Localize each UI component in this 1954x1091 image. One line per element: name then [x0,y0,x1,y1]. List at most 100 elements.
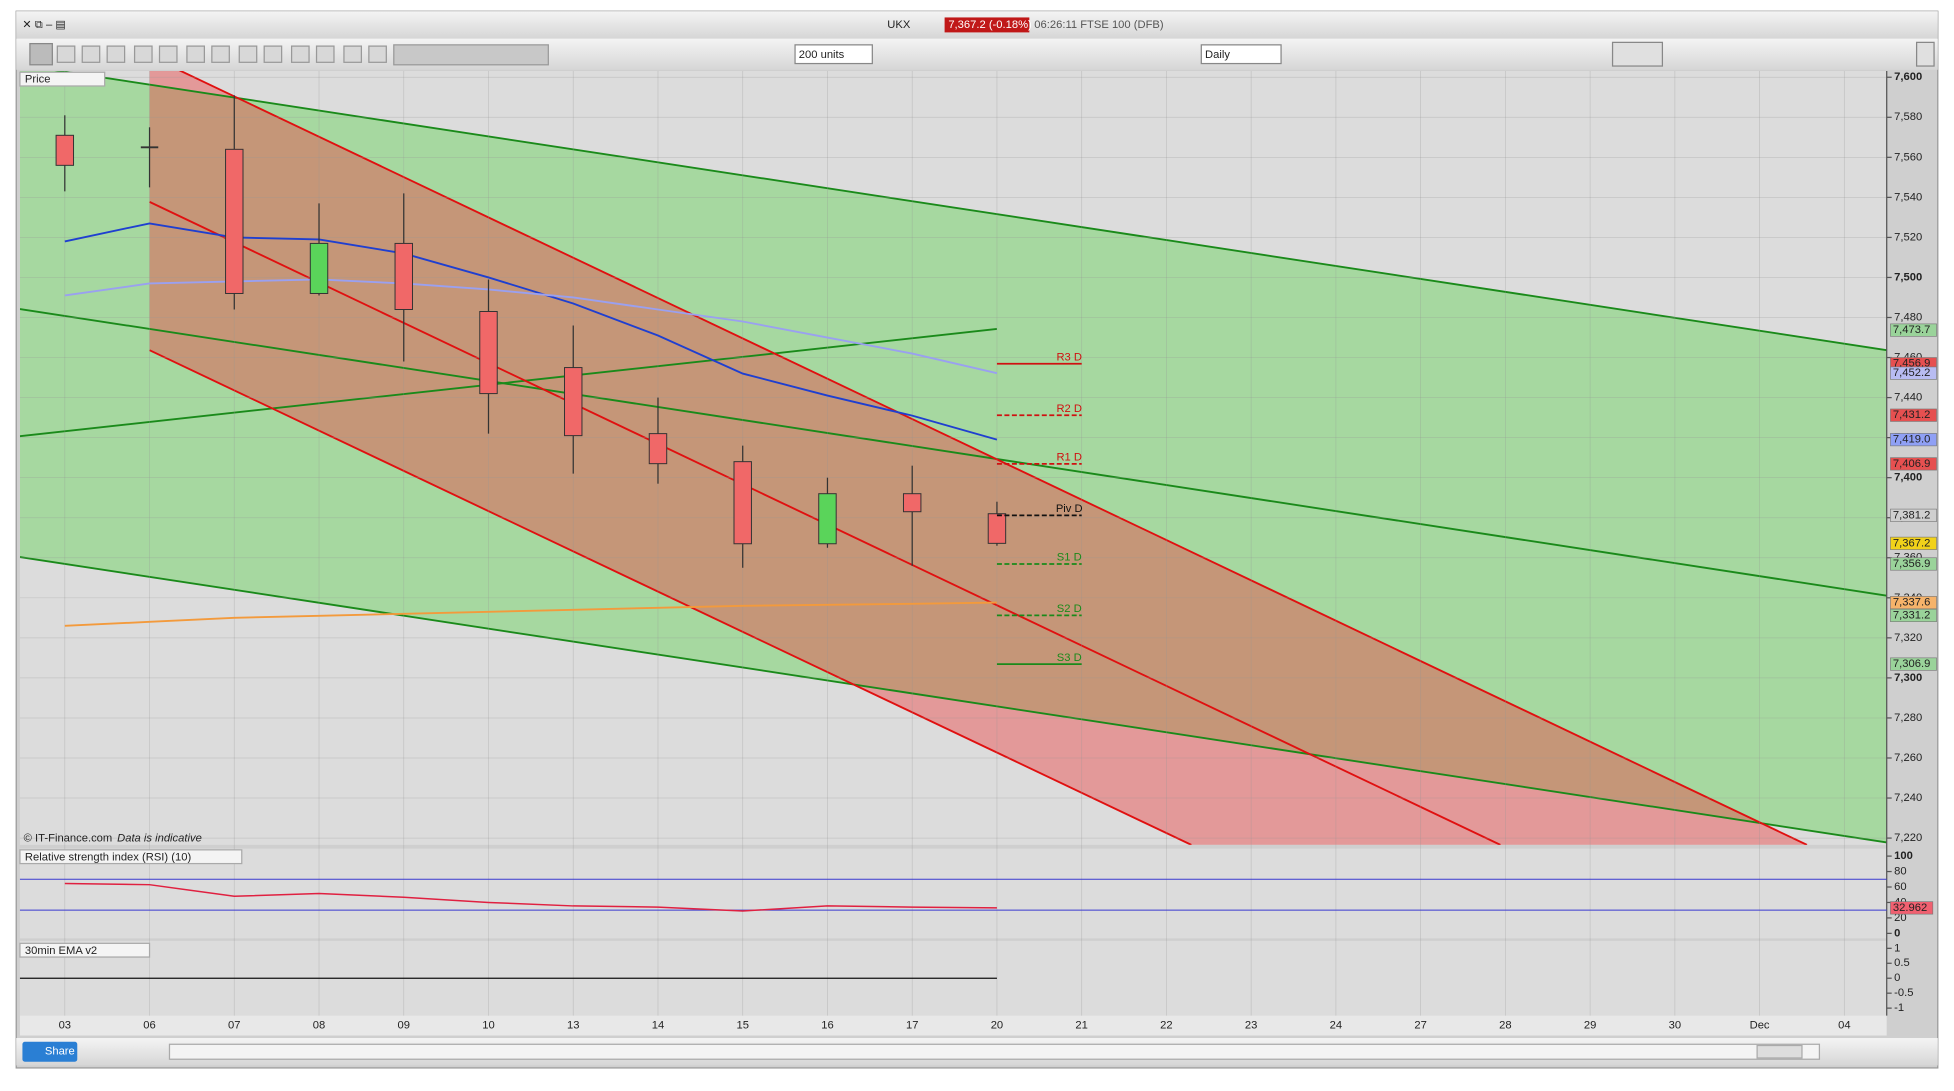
disclaimer: Data is indicative [117,833,202,845]
x-tick-label: 20 [991,1020,1003,1032]
price-flag [1890,323,1937,337]
price-flag-label: 7,356.9 [1893,558,1930,570]
tool[interactable] [290,45,310,63]
tool[interactable] [238,45,258,63]
pivot-label: S2 D [1057,603,1082,615]
candle-body [648,433,668,465]
price-flag-label: 7,452.2 [1893,367,1930,379]
tool[interactable] [56,45,76,63]
ema-label: 30min EMA v2 [25,945,97,957]
pivot-label: S3 D [1057,652,1082,664]
interval-select[interactable] [1200,44,1282,65]
price-flag-label: 7,473.7 [1893,324,1930,336]
y-tick-label: 1 [1894,942,1900,954]
channel-line [19,308,1887,597]
y-tick-label: 7,320 [1894,632,1922,644]
x-tick-label: 17 [906,1020,918,1032]
scrollbar[interactable] [168,1043,1821,1060]
y-tick-label: 7,280 [1894,712,1922,724]
y-tick-label: 7,500 [1894,271,1922,283]
tool[interactable] [81,45,101,63]
x-tick-label: 15 [736,1020,748,1032]
units-select[interactable] [794,44,873,65]
price-flag-label: 7,431.2 [1893,409,1930,421]
x-tick-label: 04 [1838,1020,1850,1032]
tool[interactable] [343,45,363,63]
x-tick-label: 06 [143,1020,155,1032]
tool[interactable] [211,45,230,63]
share-label[interactable]: Share [45,1046,75,1058]
x-tick-label: 07 [228,1020,240,1032]
y-tick-label: 7,580 [1894,111,1922,123]
tool[interactable] [186,45,205,63]
y-tick-label: 60 [1894,881,1906,893]
tool[interactable] [106,45,126,63]
candle-body [225,148,244,294]
candle-body [818,493,837,545]
scroll-thumb[interactable] [1756,1044,1803,1059]
candle-body [987,513,1007,544]
moving-average [64,278,998,375]
interval[interactable]: Daily [1205,49,1230,61]
red-channel [149,71,1807,845]
tool[interactable] [133,45,153,63]
candle-body [309,242,329,294]
price-flag-label: 7,456.9 [1893,358,1930,370]
moving-average [64,601,997,627]
panel-header [19,942,151,958]
y-tick-label: 7,400 [1894,472,1922,484]
price-flag [1890,596,1937,610]
x-tick-label: 30 [1669,1020,1681,1032]
x-tick-label: 08 [313,1020,325,1032]
tool[interactable] [368,45,387,63]
status: 06:26:11 FTSE 100 (DFB) [1034,19,1164,31]
candle-body [55,134,75,166]
price-flag [1890,433,1937,447]
candle-body [564,367,583,437]
refresh[interactable] [1915,41,1935,67]
y-tick-label: 7,220 [1894,832,1922,844]
share-button[interactable] [22,1041,78,1062]
y-tick-label: 0 [1894,927,1900,939]
price-flag [1890,408,1937,422]
x-tick-label: 29 [1584,1020,1596,1032]
color-palette[interactable] [393,44,549,66]
x-tick-label: 14 [652,1020,664,1032]
tool-icons[interactable] [29,41,1935,67]
channel-line [19,556,1887,844]
price-flag [1890,608,1937,622]
y-tick-label: 7,480 [1894,311,1922,323]
price-flag-label: 7,306.9 [1893,658,1930,670]
window-controls[interactable]: ✕ ⧉ – ▤ [22,19,66,31]
panel-header [19,71,106,87]
units[interactable]: 200 units [799,49,845,61]
y-tick-label: -1 [1894,1002,1904,1014]
tool[interactable] [158,45,178,63]
x-tick-label: 22 [1160,1020,1172,1032]
quote-box [944,17,1030,33]
x-tick-label: 16 [821,1020,833,1032]
y-tick-label: 7,600 [1894,71,1922,83]
tool[interactable] [263,45,283,63]
x-tick-label: 09 [398,1020,410,1032]
x-axis-strip [19,1015,1887,1036]
tool[interactable] [315,45,335,63]
rsi-flag-label: 32.962 [1893,902,1927,914]
price-flag [1890,657,1937,671]
channel-line [149,349,1192,845]
tool[interactable] [29,42,53,66]
panel-header [19,849,243,865]
price-label: Price [25,74,51,86]
plot-layer: 03 06 07 08 09 10 13 14 15 16 17 20 21 22 23 24 27 28 29 30… [19,71,1922,1032]
quote: 7,367.2 (-0.18%) [948,19,1032,31]
indicator-menu[interactable] [1611,41,1664,67]
candle-body [479,310,498,395]
price-flags: 7,473.7 7,456.97,452.2 7,431.2 7,419.0 7,406… [1890,323,1937,915]
y-tick-label: 80 [1894,866,1906,878]
symbol: UKX [887,19,911,31]
price-flag-label: 7,381.2 [1893,509,1930,521]
copyright: © IT-Finance.com [24,833,113,845]
y-tick-label: -0.5 [1894,987,1913,999]
y-tick-label: 7,240 [1894,792,1922,804]
